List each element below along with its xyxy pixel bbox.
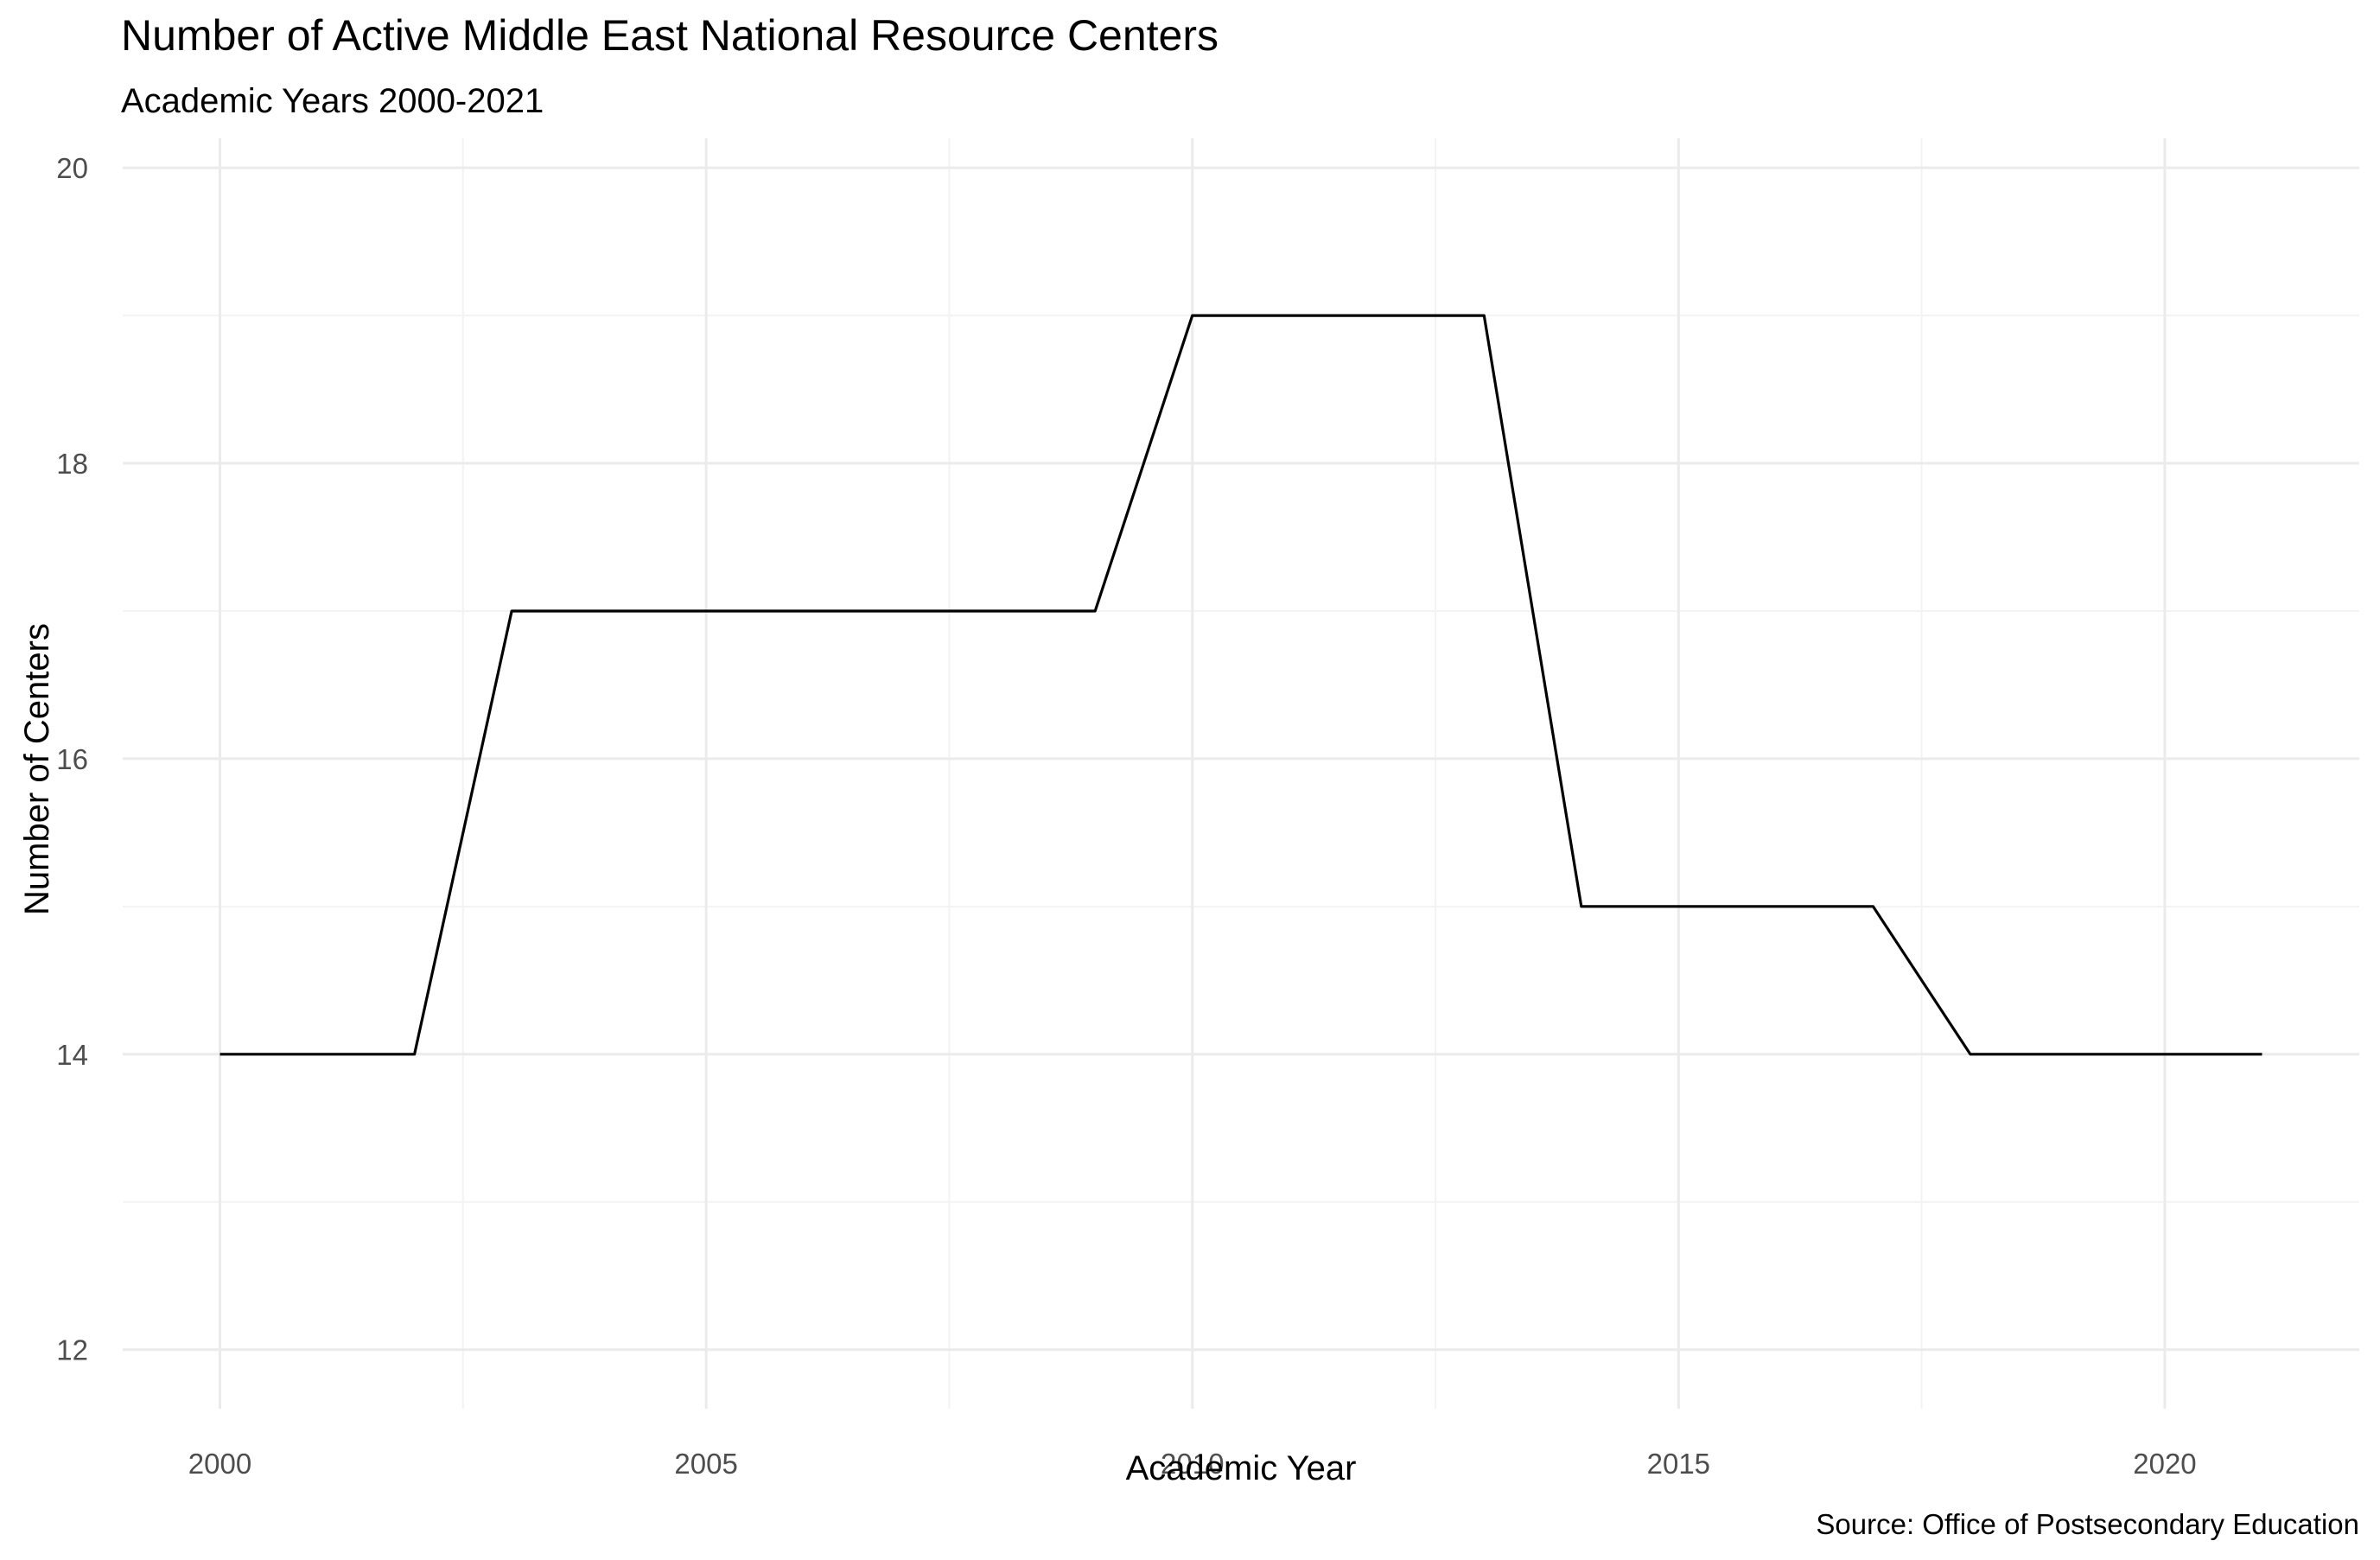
chart-subtitle: Academic Years 2000-2021: [121, 82, 544, 120]
y-tick-label: 14: [56, 1039, 88, 1071]
y-axis-label: Number of Centers: [18, 623, 56, 915]
y-tick-label: 16: [56, 743, 88, 775]
x-tick-label: 2010: [1161, 1448, 1224, 1480]
x-tick-label: 2020: [2133, 1448, 2196, 1480]
chart-title: Number of Active Middle East National Re…: [121, 11, 1219, 60]
y-tick-label: 18: [56, 448, 88, 480]
x-tick-label: 2005: [674, 1448, 737, 1480]
grid: [123, 138, 2359, 1409]
x-tick-label: 2015: [1647, 1448, 1710, 1480]
tick-labels: 2000 2005 2010 2015 2020 12 14 16 18 20: [56, 152, 2196, 1480]
chart-caption: Source: Office of Postsecondary Educatio…: [1816, 1508, 2359, 1540]
x-tick-label: 2000: [188, 1448, 251, 1480]
x-axis-label: Academic Year: [1126, 1449, 1357, 1487]
series-line: [220, 314, 2262, 1056]
series-layer: [220, 314, 2262, 1056]
y-tick-label: 20: [56, 152, 88, 184]
y-tick-label: 12: [56, 1334, 88, 1366]
